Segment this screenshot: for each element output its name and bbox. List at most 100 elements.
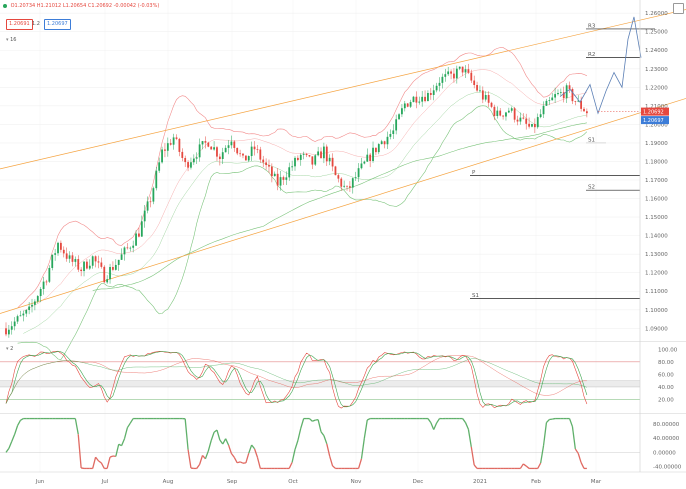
candle-body <box>236 147 239 154</box>
candle-body <box>152 188 155 202</box>
candle-body <box>161 149 163 163</box>
momentum-segment <box>326 443 331 457</box>
momentum-segment <box>248 444 253 454</box>
candle-body <box>424 96 426 102</box>
candle-body <box>54 253 57 255</box>
candle-body <box>244 155 247 161</box>
candle-body <box>117 259 120 265</box>
candle-body <box>216 147 218 157</box>
candle-body <box>253 146 256 150</box>
momentum-segment <box>580 462 585 469</box>
time-tick-label: Oct <box>288 479 298 485</box>
candle-body <box>16 316 19 322</box>
momentum-segment <box>537 462 542 469</box>
candle-body <box>580 100 583 109</box>
trend-channel <box>0 9 686 314</box>
candle-body <box>510 108 513 111</box>
candle-body <box>380 141 383 145</box>
last-price-label: 1.20692 <box>643 109 664 115</box>
momentum-segment <box>81 467 85 470</box>
candle-body <box>499 110 502 116</box>
candle-body <box>409 102 412 107</box>
candle-body <box>502 115 504 117</box>
candle-body <box>441 76 444 83</box>
stochastic-header[interactable]: ▾ 2 <box>6 346 13 352</box>
momentum-segment <box>207 440 212 452</box>
price-tick-label: 1.15000 <box>645 215 668 221</box>
momentum-segment <box>542 422 548 446</box>
candle-body <box>140 221 143 237</box>
momentum-segment <box>430 422 435 430</box>
candle-body <box>80 269 83 272</box>
buy-price-button[interactable]: 1.20697 <box>44 19 71 30</box>
candle-body <box>585 111 588 114</box>
momentum-panel <box>0 417 640 470</box>
candle-body <box>357 168 360 178</box>
pivot-label: R3 <box>588 23 596 29</box>
price-tick-label: 1.26000 <box>645 11 668 17</box>
candle-body <box>91 256 94 266</box>
momentum-segment <box>317 419 322 432</box>
candle-body <box>184 157 187 163</box>
momentum-segment <box>320 431 325 436</box>
momentum-segment <box>464 422 469 430</box>
momentum-segment <box>329 456 334 467</box>
candle-body <box>418 101 421 103</box>
time-tick-label: Feb <box>531 479 541 485</box>
price-tick-label: 1.10000 <box>645 308 668 314</box>
price-tick-label: 1.13000 <box>645 252 668 258</box>
momentum-segment <box>522 463 527 467</box>
candle-body <box>207 142 210 147</box>
momentum-segment <box>253 448 259 458</box>
candles <box>5 63 588 338</box>
candle-body <box>455 68 458 79</box>
sell-price-button[interactable]: 1.20691 <box>6 19 33 30</box>
candle-body <box>533 123 536 128</box>
momentum-segment <box>233 457 238 464</box>
candle-body <box>204 141 207 143</box>
momentum-segment <box>14 425 19 435</box>
settings-icon[interactable] <box>673 3 684 14</box>
indicator-row[interactable]: ▾ 16 <box>6 37 16 43</box>
candle-body <box>320 151 322 159</box>
candle-body <box>386 136 389 145</box>
candle-body <box>74 259 77 262</box>
time-tick-label: Sep <box>227 479 238 485</box>
channel-upper-line <box>0 9 686 170</box>
candle-body <box>375 147 377 153</box>
momentum-segment <box>126 422 131 429</box>
candle-body <box>265 162 267 166</box>
chevron-down-icon[interactable]: ▾ <box>6 37 9 43</box>
candle-body <box>114 264 117 270</box>
momentum-segment <box>230 453 235 458</box>
candle-body <box>65 253 68 259</box>
candle-body <box>450 71 452 74</box>
candle-body <box>311 156 314 165</box>
pivot-label: P <box>472 170 476 176</box>
indicator-value: 16 <box>10 37 17 43</box>
candle-body <box>120 254 123 260</box>
candle-body <box>83 261 85 272</box>
price-tick-label: 1.24000 <box>645 48 668 54</box>
candle-body <box>479 90 481 92</box>
momentum-segment <box>210 432 215 441</box>
momentum-segment <box>519 463 524 469</box>
candle-body <box>123 247 126 255</box>
momentum-segment <box>202 454 206 460</box>
candle-body <box>28 306 31 311</box>
time-tick-label: 2021 <box>473 479 487 485</box>
candle-body <box>106 279 109 283</box>
candle-body <box>143 210 146 222</box>
momentum-segment <box>300 418 305 429</box>
candle-body <box>126 247 129 249</box>
candle-body <box>60 242 62 250</box>
candle-body <box>317 151 320 156</box>
candle-body <box>323 146 325 159</box>
candle-body <box>164 149 166 151</box>
chevron-down-icon[interactable]: ▾ <box>6 346 9 352</box>
momentum-segment <box>92 456 97 469</box>
momentum-segment <box>467 429 472 447</box>
bollinger-bands <box>17 47 588 360</box>
grid <box>0 0 640 472</box>
